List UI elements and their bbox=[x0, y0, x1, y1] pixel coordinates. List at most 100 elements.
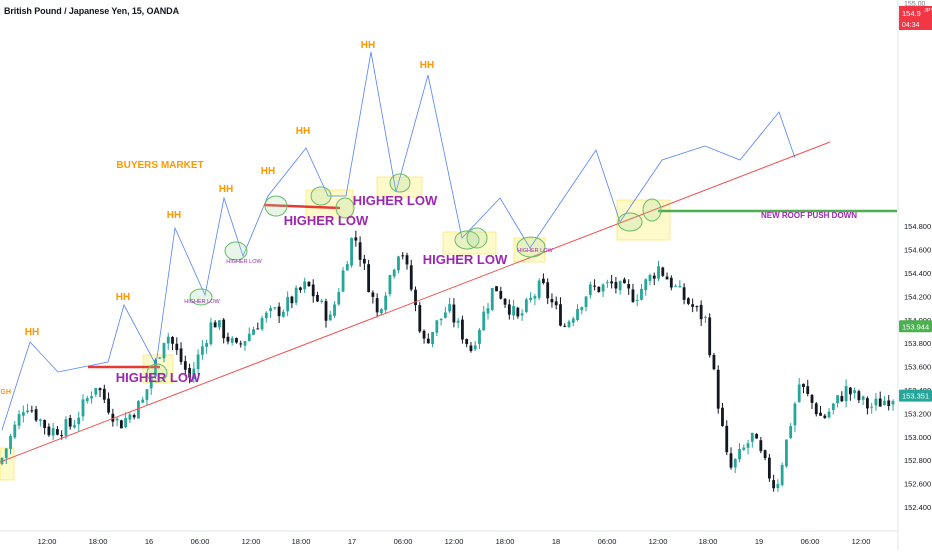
annotation-hh[interactable]: HH bbox=[261, 166, 275, 177]
swing-low-circle[interactable] bbox=[264, 195, 288, 217]
candle-body bbox=[870, 406, 874, 408]
candle-body bbox=[337, 292, 341, 305]
candle-body bbox=[179, 348, 183, 362]
candle-body bbox=[529, 297, 533, 301]
live-price-tag-bg bbox=[899, 6, 932, 30]
swing-low-circle[interactable] bbox=[310, 186, 332, 206]
candle-body bbox=[380, 309, 383, 314]
annotation-edge[interactable]: HIGH bbox=[0, 389, 11, 396]
roof-price-tag: 153.944 bbox=[902, 322, 929, 331]
candle-body bbox=[759, 440, 763, 452]
countdown-label: 04:34 bbox=[902, 22, 920, 29]
annotation-hh[interactable]: HH bbox=[361, 40, 375, 51]
candle-body bbox=[209, 322, 213, 345]
candle-body bbox=[772, 480, 776, 489]
price-tick-label: 153.000 bbox=[904, 433, 931, 442]
annotation-hh[interactable]: HH bbox=[116, 292, 130, 303]
candle-body bbox=[866, 398, 869, 409]
time-tick-label: 17 bbox=[348, 537, 356, 546]
support-trendline[interactable] bbox=[0, 141, 831, 463]
candle-body bbox=[576, 309, 579, 320]
roof-price-tag-bg bbox=[899, 320, 932, 333]
candle-body bbox=[64, 419, 68, 436]
candle-body bbox=[546, 282, 550, 299]
candle-body bbox=[17, 414, 21, 426]
swing-low-circle[interactable] bbox=[389, 173, 411, 193]
candle-body bbox=[362, 258, 366, 264]
candle-body bbox=[124, 418, 128, 428]
candle-body bbox=[345, 264, 349, 271]
candle-body bbox=[384, 295, 388, 310]
swing-low-circle[interactable] bbox=[146, 363, 168, 383]
candle-body bbox=[115, 418, 119, 421]
candle-body bbox=[452, 304, 456, 323]
candle-body bbox=[205, 343, 209, 347]
candle-body bbox=[644, 279, 648, 291]
candle-body bbox=[742, 447, 746, 450]
annotation-hl-small[interactable]: HIGHER LOW bbox=[184, 299, 220, 305]
candle-body bbox=[264, 312, 268, 319]
time-tick-label: 18:00 bbox=[89, 537, 108, 546]
annotation-note[interactable]: BUYERS MARKET bbox=[116, 160, 203, 171]
candle-body bbox=[171, 336, 174, 344]
swing-low-circle[interactable] bbox=[642, 198, 662, 222]
candle-body bbox=[256, 328, 260, 330]
annotation-hl-big[interactable]: HIGHER LOW bbox=[116, 370, 201, 385]
candle-body bbox=[128, 414, 132, 420]
price-tick-label: 154.800 bbox=[904, 222, 931, 231]
candle-body bbox=[30, 410, 34, 412]
candle-body bbox=[704, 316, 707, 318]
candle-body bbox=[657, 266, 660, 279]
candle-body bbox=[34, 409, 38, 421]
highlight-box[interactable] bbox=[0, 447, 15, 481]
swing-low-circle[interactable] bbox=[466, 227, 488, 249]
candle-body bbox=[43, 420, 47, 429]
candle-body bbox=[260, 318, 264, 330]
candle-body bbox=[618, 281, 622, 291]
candle-body bbox=[699, 304, 703, 320]
annotation-hh[interactable]: HH bbox=[167, 210, 181, 221]
swing-low-circle[interactable] bbox=[335, 197, 355, 219]
annotation-hl-small[interactable]: HIGHER LOW bbox=[226, 259, 262, 265]
annotation-hl-big[interactable]: HIGHER LOW bbox=[284, 213, 369, 228]
candle-body bbox=[56, 429, 59, 435]
annotation-hl-big[interactable]: HIGHER LOW bbox=[423, 252, 508, 267]
candle-body bbox=[426, 338, 430, 344]
annotation-hl-small[interactable]: HIGHER LOW bbox=[517, 248, 553, 254]
candle-body bbox=[716, 369, 720, 409]
candle-body bbox=[94, 387, 98, 395]
candle-body bbox=[461, 319, 464, 340]
price-tick-label: 154.400 bbox=[904, 269, 931, 278]
annotation-hl-big[interactable]: HIGHER LOW bbox=[353, 193, 438, 208]
annotation-hh[interactable]: HH bbox=[25, 327, 39, 338]
annotation-hh[interactable]: HH bbox=[219, 184, 233, 195]
candle-body bbox=[51, 428, 55, 436]
time-tick-label: 16 bbox=[145, 537, 153, 546]
time-tick-label: 12:00 bbox=[852, 537, 871, 546]
annotation-hh[interactable]: HH bbox=[296, 126, 310, 137]
candle-body bbox=[827, 411, 831, 418]
time-tick-label: 12:00 bbox=[38, 537, 57, 546]
annotation-roof[interactable]: NEW ROOF PUSH DOWN bbox=[761, 211, 857, 220]
swing-low-circle[interactable] bbox=[189, 288, 213, 306]
annotation-hh[interactable]: HH bbox=[420, 60, 434, 71]
swing-low-circle[interactable] bbox=[617, 212, 643, 232]
level-segment[interactable] bbox=[263, 203, 341, 210]
candle-body bbox=[844, 386, 848, 402]
price-tick-label-top: 155.00 bbox=[904, 1, 926, 8]
highlight-box[interactable] bbox=[305, 189, 354, 219]
candle-body bbox=[465, 339, 469, 345]
swing-low-circle[interactable] bbox=[516, 236, 546, 258]
candle-body bbox=[448, 304, 452, 312]
candle-body bbox=[648, 274, 652, 281]
candle-body bbox=[26, 410, 29, 413]
highlight-box[interactable] bbox=[376, 176, 423, 198]
swing-low-circle[interactable] bbox=[224, 241, 248, 261]
candle-body bbox=[456, 320, 460, 323]
candle-body bbox=[831, 403, 835, 411]
candle-body bbox=[601, 284, 605, 292]
candle-body bbox=[200, 346, 204, 355]
candle-body bbox=[635, 299, 639, 301]
